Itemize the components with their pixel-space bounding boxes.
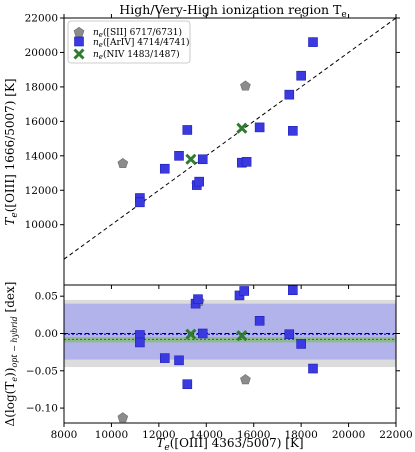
- bottom-point: [135, 337, 145, 348]
- top-point: [254, 122, 265, 133]
- bottom-point: [182, 379, 193, 390]
- legend-entry-niv: ne(NIV 1483/1487): [73, 48, 180, 61]
- legend: ne([SII] 6717/6731) ne([ArIV] 4714/4741)…: [67, 20, 191, 64]
- top-point: [159, 163, 170, 174]
- legend-label-sii: ne([SII] 6717/6731): [93, 27, 182, 39]
- top-y-tick-label: 22000: [25, 13, 58, 25]
- bottom-series-x: [185, 328, 248, 342]
- bottom-x-tick-label: 12000: [142, 429, 175, 441]
- legend-label-ariv: ne([ArIV] 4714/4741): [93, 37, 190, 49]
- bottom-frame: [63, 284, 397, 424]
- bottom-point: [236, 330, 248, 342]
- bottom-y-tick-label: −0.05: [26, 365, 58, 377]
- bottom-y-tick-label: −0.10: [26, 403, 58, 415]
- bottom-point: [240, 374, 251, 385]
- bottom-x-tick-label: 18000: [284, 429, 317, 441]
- bottom-panel: 0.05 0.00 −0.05 −0.10 8000 10000 12000 14000 16…: [3, 282, 413, 452]
- bottom-y-axis-label: Δ(log(Te))opt − hybrid [dex]: [3, 282, 19, 427]
- top-point: [288, 126, 298, 136]
- bottom-x-tick-label: 14000: [190, 429, 223, 441]
- bottom-point: [197, 328, 208, 339]
- bottom-x-tick-label: 8000: [51, 429, 78, 441]
- top-point: [241, 157, 252, 167]
- top-point: [174, 151, 184, 161]
- bottom-point: [193, 294, 203, 304]
- bottom-point: [185, 328, 197, 340]
- legend-box: [67, 20, 191, 64]
- bottom-point: [284, 329, 295, 340]
- bottom-point: [159, 353, 170, 363]
- bottom-y-tick-label: 0.00: [35, 328, 58, 340]
- blue-band: [64, 303, 396, 360]
- legend-entry-ariv: ne([ArIV] 4714/4741): [74, 36, 190, 49]
- top-point: [185, 153, 197, 165]
- top-y-tick-label: 18000: [25, 81, 58, 93]
- top-point: [135, 197, 145, 208]
- top-y-tick-label: 16000: [25, 116, 58, 128]
- bottom-point: [296, 339, 306, 349]
- top-y-axis-label: Te([OIII] 1666/5007) [K]: [3, 78, 20, 225]
- top-point: [240, 80, 251, 91]
- legend-x-marker: [73, 48, 85, 60]
- top-y-tick-label: 12000: [25, 185, 58, 197]
- bottom-x-tick-label: 22000: [379, 429, 412, 441]
- top-point: [182, 125, 193, 135]
- top-point: [296, 70, 306, 81]
- top-series-square: [135, 37, 318, 208]
- top-point: [236, 122, 248, 134]
- top-y-tick-label: 14000: [25, 150, 58, 162]
- bottom-point: [117, 412, 129, 423]
- bottom-x-tick-label: 10000: [95, 429, 128, 441]
- top-y-tick-label: 20000: [25, 47, 58, 59]
- top-point: [197, 154, 208, 165]
- top-point: [194, 176, 204, 187]
- bottom-y-tick-label: 0.05: [35, 291, 58, 303]
- bottom-point: [254, 316, 265, 326]
- bottom-x-axis-label: Te([OIII] 4363/5007) [K]: [156, 436, 303, 452]
- green-band: [64, 337, 396, 343]
- bottom-point: [308, 363, 318, 374]
- top-y-tick-label: 10000: [25, 219, 58, 231]
- legend-label-niv: ne(NIV 1483/1487): [93, 49, 180, 61]
- top-point: [284, 89, 295, 100]
- bottom-x-tick-label: 16000: [237, 429, 270, 441]
- bottom-point: [174, 355, 184, 366]
- chart-title: High/Very-High ionization region Te: [119, 2, 346, 20]
- top-point: [117, 157, 129, 169]
- bottom-point: [288, 285, 298, 296]
- bottom-x-tick-label: 20000: [332, 429, 365, 441]
- bottom-series-square: [135, 285, 318, 390]
- bottom-point: [239, 286, 250, 296]
- legend-square-marker: [74, 36, 84, 47]
- top-point: [308, 37, 318, 47]
- legend-entry-sii: ne([SII] 6717/6731): [73, 26, 182, 39]
- top-panel: 10000 12000 14000 16000 18000 20000 22000 ne([…: [3, 13, 400, 289]
- one-to-one-line: [64, 18, 396, 260]
- top-series-x: [185, 122, 248, 165]
